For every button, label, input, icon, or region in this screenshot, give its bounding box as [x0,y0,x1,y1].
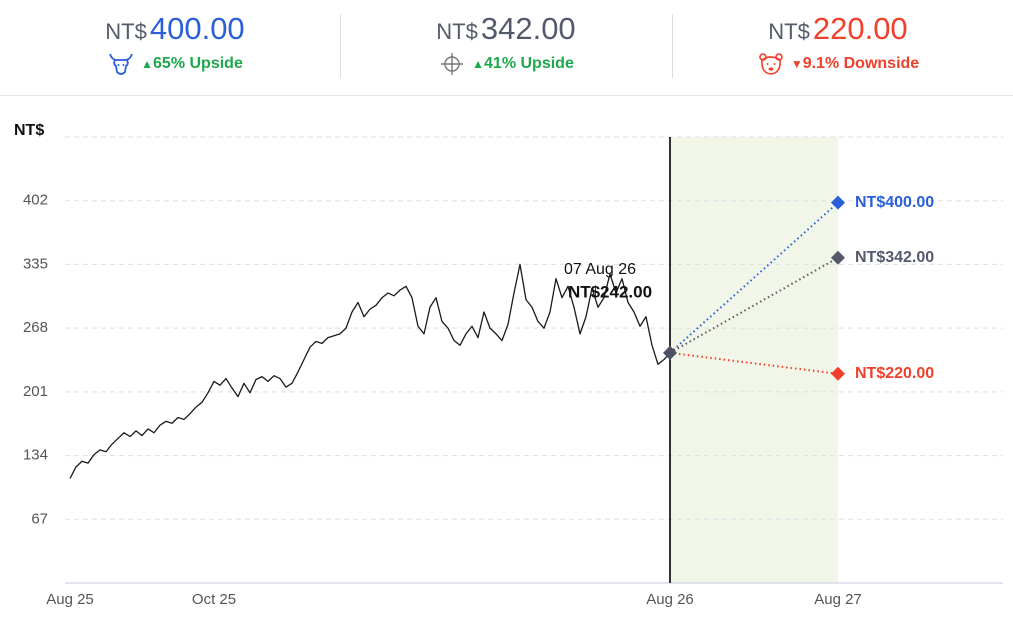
target-icon [441,53,464,75]
change-text: 9.1% Downside [802,55,920,72]
target-price: NT$220.00 [673,10,1003,51]
price: 400.00 [149,11,245,46]
y-tick-label: 402 [23,192,48,209]
change-text: 65% Upside [153,55,243,72]
target-label: NT$342.00 [855,249,934,266]
target-line [669,351,839,375]
divider [340,14,341,78]
y-tick-label: 335 [23,255,48,272]
target-line [669,256,839,354]
target-line [669,201,839,354]
y-tick-label: 268 [23,319,48,336]
change: ▼9.1% Downside [790,55,920,72]
target-label: NT$220.00 [855,365,934,382]
x-tick-label: Oct 25 [192,591,236,608]
change-row: ▼9.1% Downside [673,51,1003,77]
change: ▲41% Upside [472,55,574,72]
average-target: NT$342.00 ▲41% Upside [341,10,671,80]
current-marker [663,345,677,360]
target-marker [831,250,845,265]
x-tick-label: Aug 25 [46,591,94,608]
annotation-value: NT$242.00 [568,282,652,301]
y-tick-label: 134 [23,447,48,464]
low-target: NT$220.00 ▼9.1% Downside [673,10,1003,80]
currency: NT$ [105,19,147,44]
annotation-date: 07 Aug 26 [564,261,636,278]
x-tick-label: Aug 27 [814,591,862,608]
forecast-zone [670,137,838,583]
bull-icon [109,53,133,75]
change-text: 41% Upside [484,55,574,72]
price-line [69,263,671,479]
high-target: NT$400.00 ▲65% Upside [10,10,340,80]
y-tick-label: 67 [31,510,48,527]
currency: NT$ [436,19,478,44]
change-row: ▲65% Upside [10,51,340,77]
target-price: NT$400.00 [10,10,340,51]
target-marker [831,195,845,210]
bear-icon [759,53,783,75]
divider [672,14,673,78]
target-price: NT$342.00 [341,10,671,51]
price: 220.00 [812,11,908,46]
change: ▲65% Upside [141,55,243,72]
target-marker [831,366,845,381]
currency: NT$ [768,19,810,44]
x-tick-label: Aug 26 [646,591,694,608]
change-row: ▲41% Upside [341,51,671,77]
y-tick-label: 201 [23,383,48,400]
target-header: NT$400.00 ▲65% Upside NT$342.00 ▲41% Ups… [0,0,1013,96]
y-axis-label: NT$ [14,122,44,139]
price: 342.00 [480,11,576,46]
target-label: NT$400.00 [855,194,934,211]
